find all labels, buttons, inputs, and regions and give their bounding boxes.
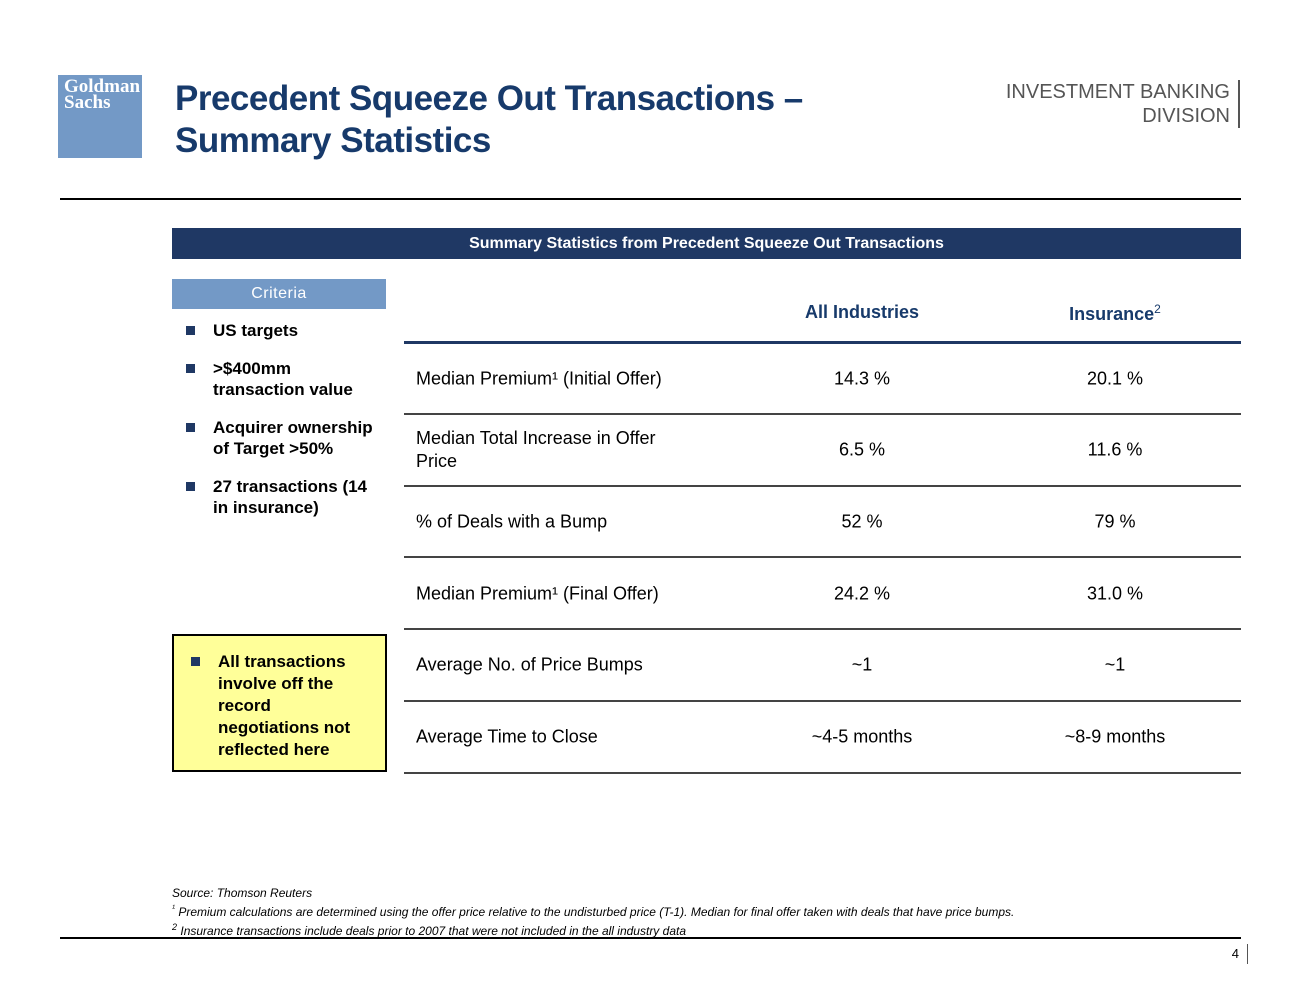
cell-value: ~4-5 months — [811, 726, 913, 747]
division-line: INVESTMENT BANKING — [1005, 81, 1230, 103]
cell-value: 24.2 % — [833, 583, 891, 604]
logo-line: Sachs — [64, 92, 111, 113]
cell-value: ~1 — [1104, 654, 1126, 675]
footnote-text: Premium calculations are determined usin… — [178, 905, 1015, 919]
footnote-mark: 2 — [172, 922, 178, 932]
cell-value: 20.1 % — [1086, 368, 1144, 388]
page-number: 4 — [1232, 944, 1248, 964]
cell-value: ~8-9 months — [1064, 726, 1166, 747]
cell-value: 31.0 % — [1086, 583, 1144, 604]
banner: Summary Statistics from Precedent Squeez… — [172, 228, 1241, 259]
bottom-rule — [60, 937, 1241, 939]
row-label: Average Time to Close — [416, 726, 598, 747]
criteria-list: US targets >$400mm transaction value Acqui… — [186, 320, 386, 535]
criteria-heading: Criteria — [172, 279, 386, 309]
footnote-text: Insurance transactions include deals pri… — [180, 924, 686, 938]
cell-value: ~1 — [851, 654, 873, 675]
row-label: % of Deals with a Bump — [416, 511, 608, 532]
logo-line: Goldman — [64, 76, 141, 97]
footnotes: Source: Thomson Reuters ¹ Premium calcula… — [172, 886, 1014, 939]
cell-value: 14.3 % — [833, 368, 891, 388]
column-label: All Industries — [804, 302, 920, 322]
title-line: Summary Statistics — [175, 121, 491, 160]
table-row: % of Deals with a Bump 52 % 79 % — [404, 487, 1241, 559]
criteria-item: 27 transactions (14 in insurance) — [186, 476, 386, 518]
footnote: ¹ Premium calculations are determined us… — [172, 901, 1014, 920]
criteria-item: >$400mm transaction value — [186, 358, 386, 400]
column-header: Insurance2 — [995, 302, 1235, 325]
cell-value: 11.6 % — [1087, 439, 1143, 460]
header-rule — [404, 341, 1241, 344]
table-row: Median Total Increase in Offer Price 6.5 … — [404, 416, 1241, 487]
title: Precedent Squeeze Out Transactions – Summ… — [175, 78, 803, 162]
row-label: Median Premium¹ (Initial Offer) — [416, 368, 662, 388]
row-label: Median Premium¹ (Final Offer) — [416, 583, 659, 604]
table-row: Average No. of Price Bumps ~1 ~1 — [404, 631, 1241, 702]
source: Source: Thomson Reuters — [172, 886, 313, 900]
column-header: All Industries — [742, 302, 982, 323]
logo: Goldman Sachs — [58, 75, 142, 158]
top-rule — [60, 198, 1241, 200]
note-box: All transactions involve off the record … — [172, 634, 387, 772]
title-line: Precedent Squeeze Out Transactions – — [175, 79, 803, 118]
footnote: 2 Insurance transactions include deals p… — [172, 920, 1014, 939]
column-label: Insurance — [1069, 304, 1155, 324]
cell-value: 79 % — [1094, 511, 1136, 532]
row-label: Average No. of Price Bumps — [416, 654, 643, 675]
row-label: Median Total Increase in Offer Price — [416, 428, 656, 472]
criteria-item: US targets — [186, 320, 386, 341]
cell-value: 52 % — [841, 511, 883, 532]
table-row: Median Premium¹ (Initial Offer) 14.3 % 20.… — [404, 344, 1241, 415]
table-row: Median Premium¹ (Final Offer) 24.2 % 31.0 … — [404, 559, 1241, 631]
column-note: 2 — [1154, 302, 1161, 316]
footnote-mark: ¹ — [172, 903, 175, 913]
table-row: Average Time to Close ~4-5 months ~8-9 mon… — [404, 703, 1241, 774]
division: INVESTMENT BANKING DIVISION — [1006, 80, 1240, 128]
cell-value: 6.5 % — [838, 439, 886, 460]
criteria-item: Acquirer ownership of Target >50% — [186, 417, 386, 459]
division-line: DIVISION — [1142, 105, 1230, 127]
